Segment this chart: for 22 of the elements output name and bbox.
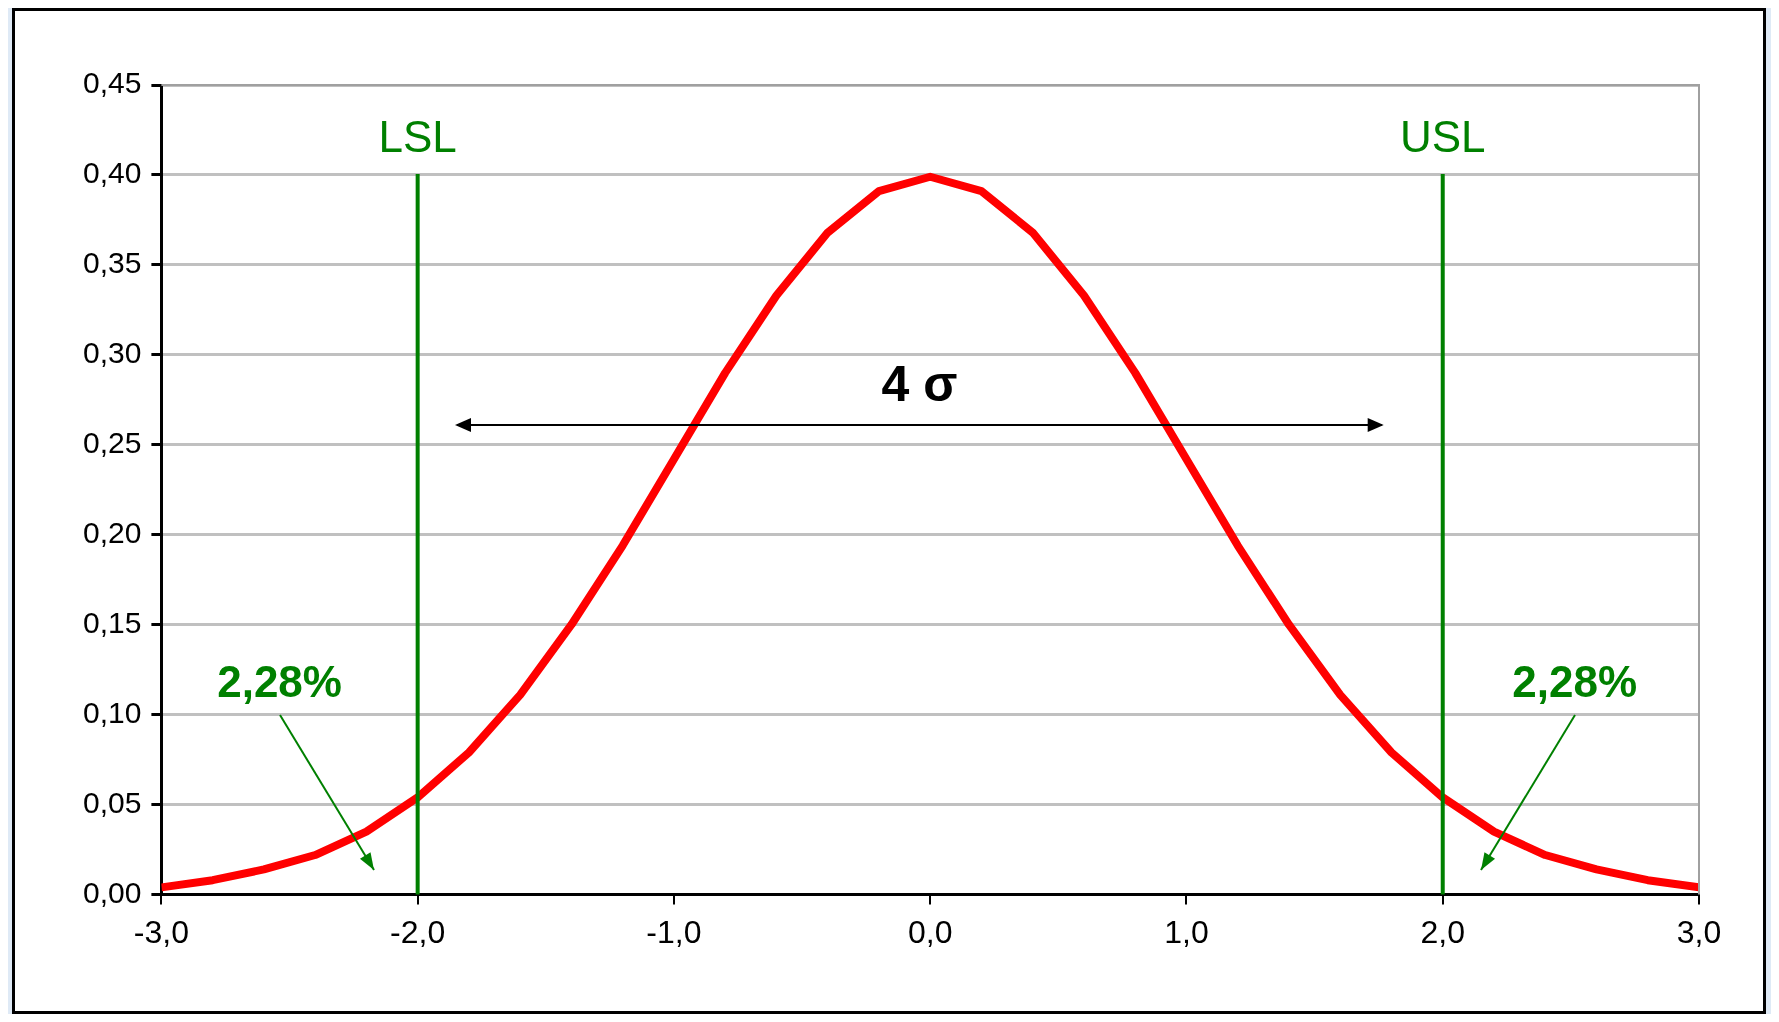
- y-tick-label: 0,40: [83, 156, 142, 190]
- x-tick-label: 0,0: [907, 913, 953, 950]
- annotation: 2,28%: [217, 656, 342, 706]
- x-tick-label: 1,0: [1164, 913, 1209, 950]
- y-tick-label: 0,35: [83, 246, 142, 280]
- ref-line-label: USL: [1399, 112, 1486, 162]
- y-tick-label: 0,05: [83, 785, 142, 819]
- y-tick-label: 0,10: [83, 695, 142, 729]
- annotation: 2,28%: [1511, 656, 1639, 707]
- y-tick-label: 0,25: [83, 426, 142, 460]
- x-tick-label: 2,0: [1420, 913, 1465, 950]
- x-tick-label: 3,0: [1676, 913, 1722, 950]
- y-tick-label: 0,00: [83, 875, 142, 909]
- x-tick-label: -1,0: [646, 913, 702, 950]
- annotation: 4 σ: [880, 356, 959, 413]
- x-tick-label: -2,0: [390, 913, 446, 950]
- y-tick-label: 0,20: [83, 516, 142, 550]
- y-tick-label: 0,30: [83, 336, 142, 370]
- ref-line-label: LSL: [378, 112, 457, 162]
- y-tick-label: 0,45: [83, 66, 142, 100]
- x-tick-label: -3,0: [133, 913, 189, 950]
- y-tick-label: 0,15: [83, 606, 142, 639]
